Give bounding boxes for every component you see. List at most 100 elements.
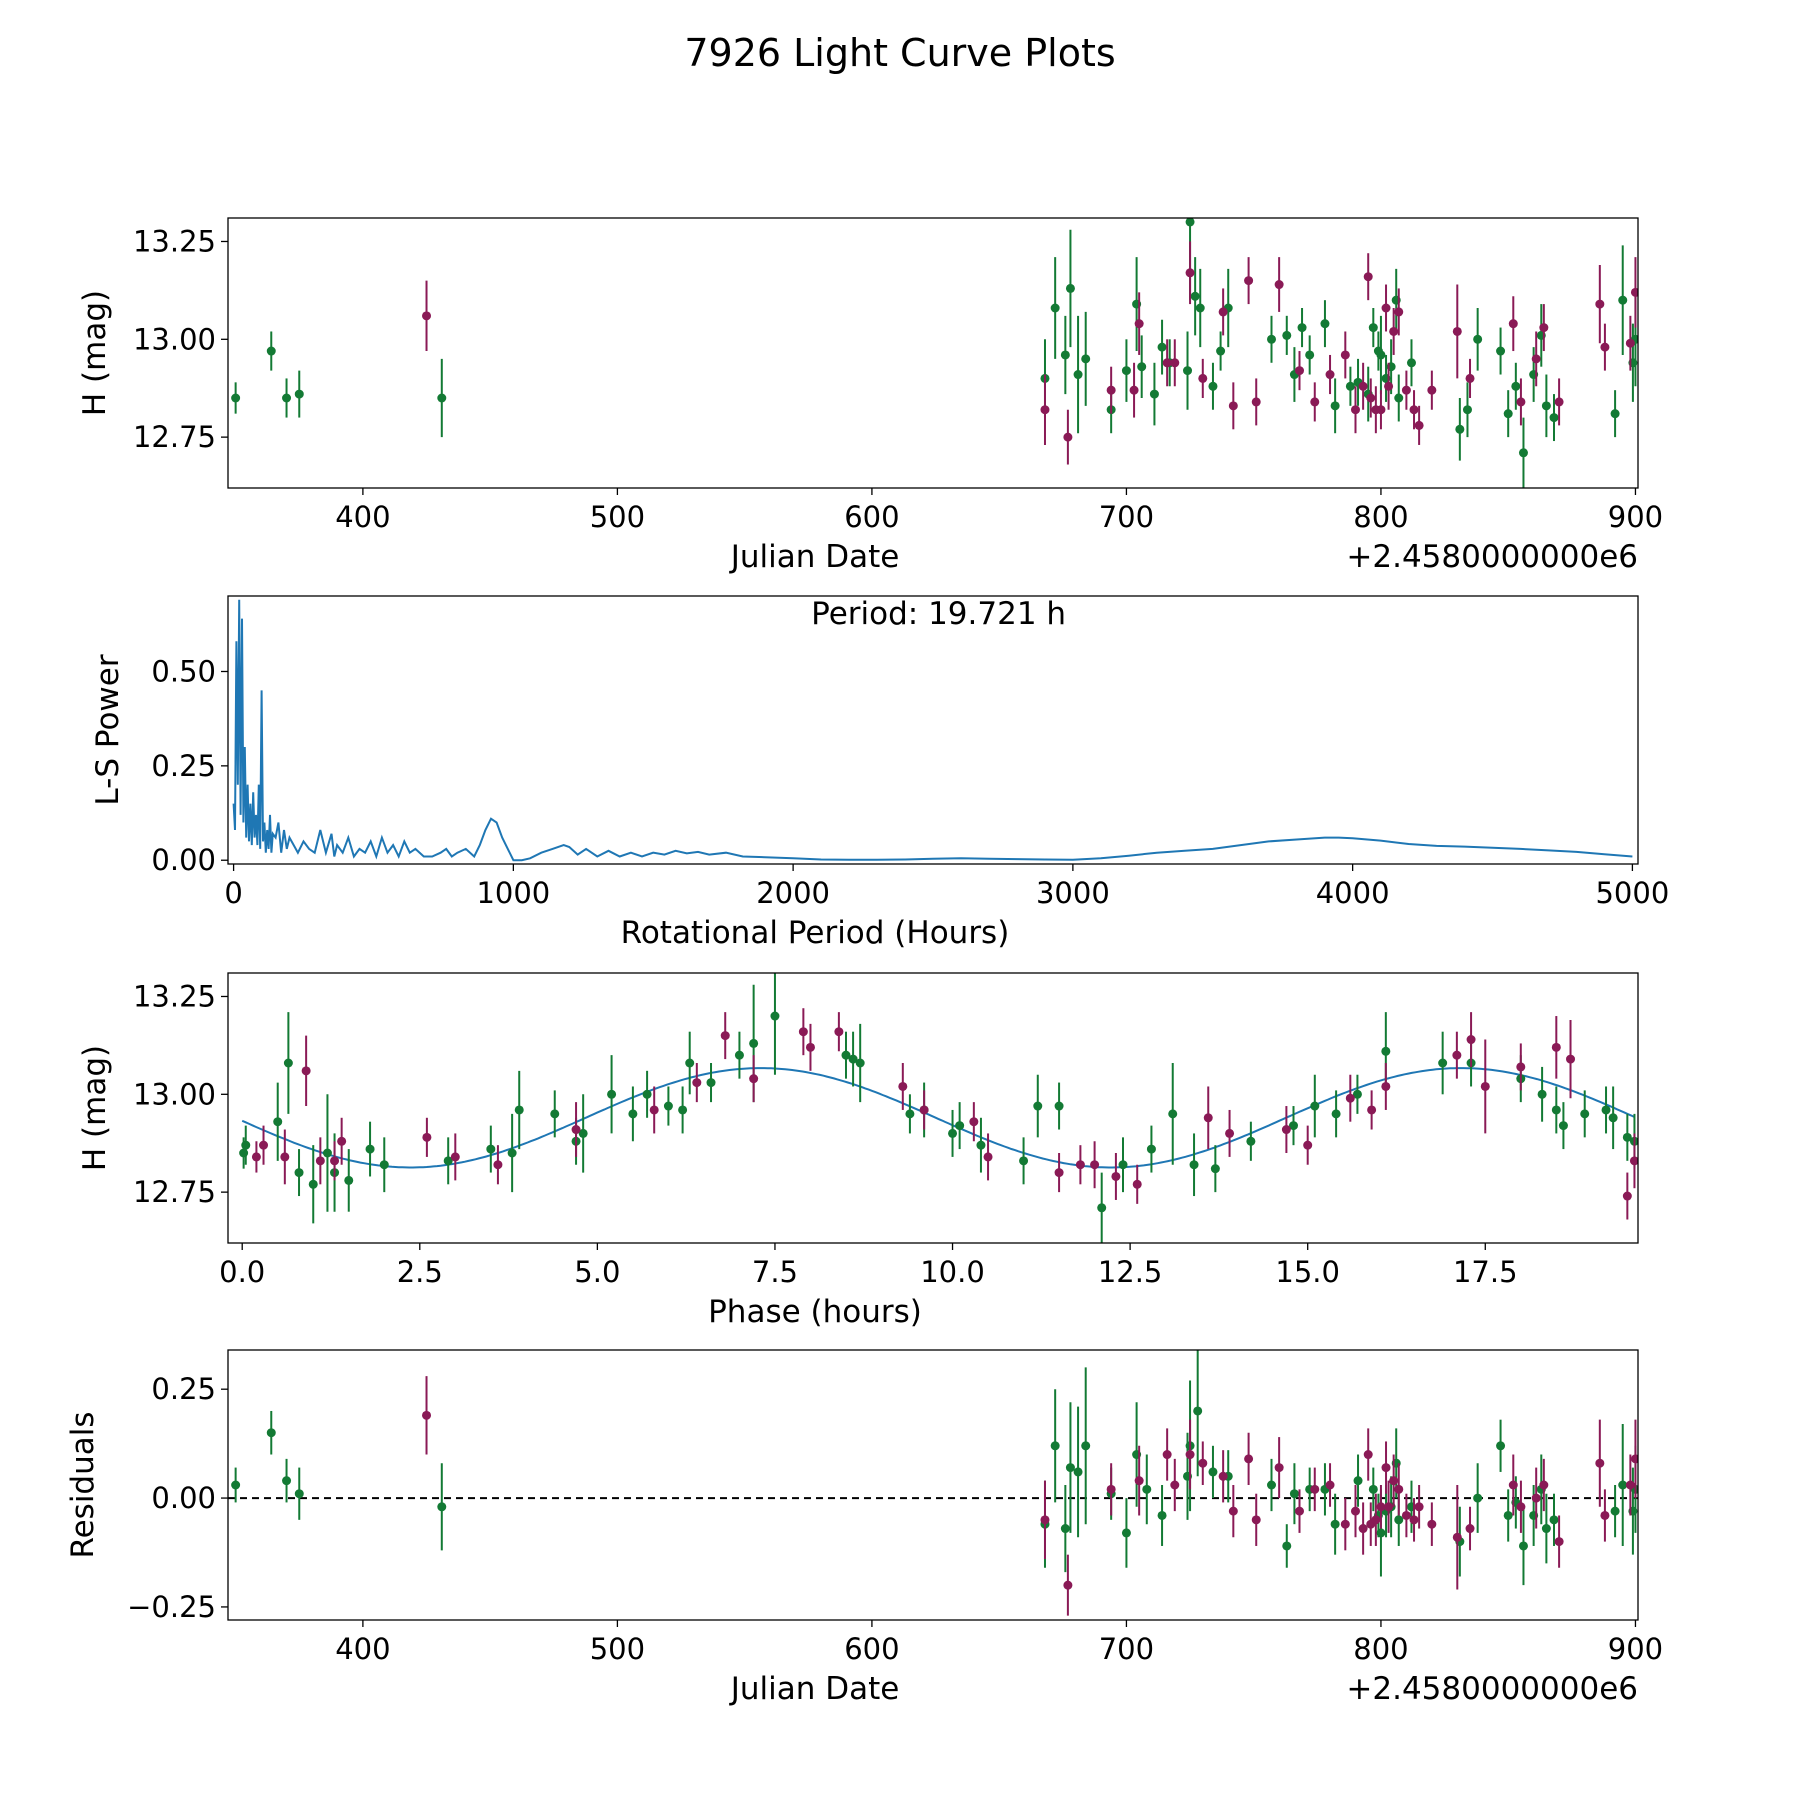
data-point-magenta [1203,1113,1213,1123]
data-point-green [1376,350,1386,360]
data-point-green [308,1179,318,1189]
data-point-magenta [1134,319,1144,329]
x-tick-label: 900 [1608,1632,1663,1666]
data-point-green [976,1140,986,1150]
data-point-magenta [1414,1502,1424,1512]
y-tick-label: 12.75 [133,1175,216,1209]
data-point-green [1473,334,1483,344]
x-tick-label: 15.0 [1275,1255,1340,1289]
data-point-green [231,1480,241,1490]
x-tick-label: 2.5 [397,1255,443,1289]
data-point-magenta [1228,401,1238,411]
data-point-green [266,1428,276,1438]
data-point-magenta [969,1117,979,1127]
data-point-green [1473,1493,1483,1503]
data-point-green [1511,381,1521,391]
data-point-green [283,1058,293,1068]
y-tick-label: 0.00 [151,843,216,877]
data-point-green [344,1175,354,1185]
data-point-green [1610,1506,1620,1516]
data-point-magenta [1303,1140,1313,1150]
data-point-green [1368,323,1378,333]
data-point-magenta [1358,381,1368,391]
data-point-green [1580,1109,1590,1119]
data-point-green [365,1144,375,1154]
x-tick-label: 500 [590,500,645,534]
data-point-green [1282,330,1292,340]
data-point-magenta [1185,1450,1195,1460]
data-point-green [241,1140,251,1150]
data-point-magenta [1508,1480,1518,1490]
sinusoid-fit-line [241,1067,1635,1169]
data-point-magenta [1465,373,1475,383]
data-point-green [1267,334,1277,344]
panel-phase-folded: 0.0 2.5 5.0 7.5 10.0 12.5 15.0 17.5 12.75 13.00 13… [77,972,1639,1330]
y-tick-label: 13.00 [133,322,216,356]
data-point-green [294,1489,304,1499]
data-point-magenta [1244,276,1254,286]
data-point-green [1193,1406,1203,1416]
data-point-green [1496,1441,1506,1451]
y-tick-label: 0.25 [151,1372,216,1406]
x-tick-label: 700 [1099,500,1154,534]
data-point-green [322,1148,332,1158]
data-point-magenta [1106,1484,1116,1494]
data-point-green [1050,303,1060,313]
data-point-magenta [1622,1191,1632,1201]
data-point-green [905,1109,915,1119]
data-point-green [266,346,276,356]
data-point-magenta [1350,1506,1360,1516]
data-point-green [1610,409,1620,419]
data-point-magenta [1340,1519,1350,1529]
data-point-green [550,1109,560,1119]
data-point-magenta [1539,323,1549,333]
data-point-magenta [1134,1476,1144,1486]
plot-area [231,218,1638,488]
data-point-green [239,1148,249,1158]
plot-area [228,1350,1638,1616]
data-point-magenta [1162,1450,1172,1460]
data-point-green [1289,1489,1299,1499]
data-point-magenta [1345,1093,1355,1103]
data-point-magenta [1358,1524,1368,1534]
x-axis-offset-label: +2.4580000000e6 [1346,1671,1638,1707]
data-point-green [1622,1132,1632,1142]
data-point-magenta [1409,405,1419,415]
data-point-magenta [1367,1105,1377,1115]
data-point-magenta [422,1132,432,1142]
data-point-green [1208,381,1218,391]
data-point-magenta [1394,1484,1404,1494]
x-tick-label: 12.5 [1098,1255,1163,1289]
data-point-magenta [1401,385,1411,395]
x-axis-label: Phase (hours) [708,1294,922,1330]
data-point-green [628,1109,638,1119]
data-point-magenta [422,311,432,321]
axes-frame [227,972,1639,1244]
data-point-magenta [1595,1458,1605,1468]
data-point-magenta [1310,1484,1320,1494]
x-axis-label: Julian Date [729,1671,900,1707]
x-tick-label: 700 [1099,1632,1154,1666]
data-point-green [578,1128,588,1138]
x-tick-label: 5.0 [574,1255,620,1289]
data-point-green [514,1105,524,1115]
data-point-magenta [1409,1515,1419,1525]
data-point-magenta [1366,393,1376,403]
data-point-green [443,1156,453,1166]
data-point-green [1121,366,1131,376]
data-point-magenta [1384,381,1394,391]
data-point-magenta [422,1410,432,1420]
data-point-magenta [1629,1156,1638,1166]
data-point-magenta [1381,1463,1391,1473]
data-point-magenta [692,1078,702,1088]
data-point-green [1462,405,1472,415]
x-tick-label: 17.5 [1453,1255,1518,1289]
data-point-green [1189,1160,1199,1170]
data-point-magenta [1106,385,1116,395]
data-point-magenta [1063,1580,1073,1590]
y-axis-label: H (mag) [77,1045,113,1171]
period-annotation: Period: 19.721 h [811,596,1066,632]
data-point-green [1019,1156,1029,1166]
